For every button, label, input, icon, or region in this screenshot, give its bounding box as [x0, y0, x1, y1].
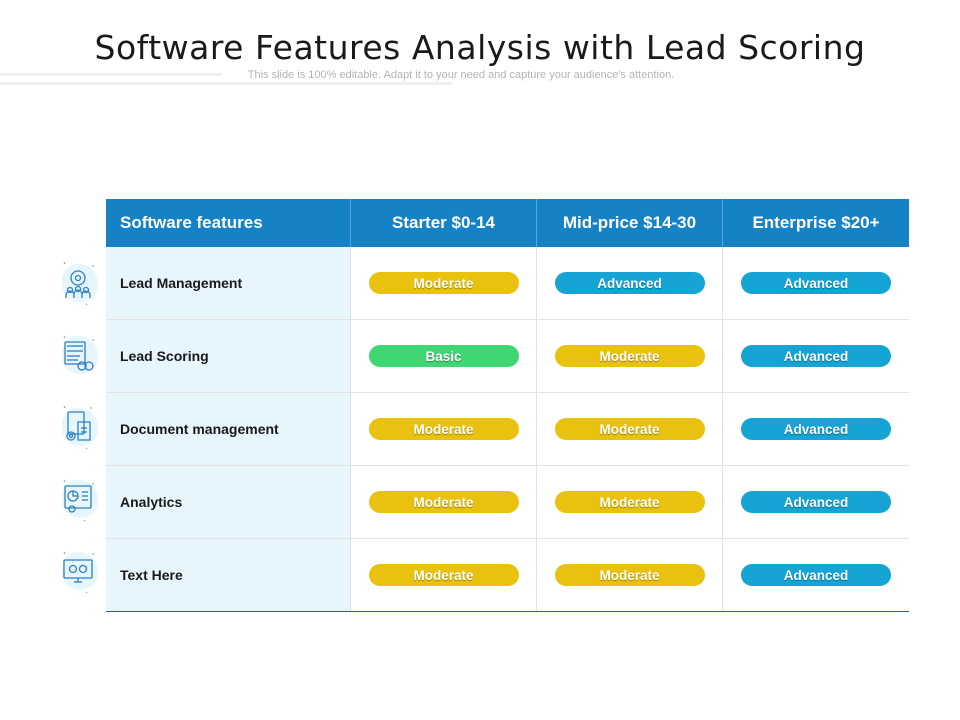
- level-badge: Moderate: [554, 418, 705, 440]
- table-row: Analytics Moderate Moderate Advanced: [106, 466, 909, 539]
- features-table: Software features Starter $0-14 Mid-pric…: [106, 199, 909, 612]
- feature-label: Document management: [106, 393, 351, 465]
- page-title: Software Features Analysis with Lead Sco…: [94, 28, 866, 67]
- level-badge: Moderate: [554, 564, 705, 586]
- level-badge: Advanced: [741, 491, 891, 513]
- score-board-icon: [56, 330, 100, 382]
- feature-label: Lead Scoring: [106, 320, 351, 392]
- header-starter: Starter $0-14: [351, 199, 537, 247]
- feature-label: Analytics: [106, 466, 351, 538]
- decorative-line: [0, 73, 222, 76]
- header-mid-price: Mid-price $14-30: [537, 199, 723, 247]
- level-badge: Basic: [368, 345, 519, 367]
- header-software-features: Software features: [106, 199, 351, 247]
- level-badge: Moderate: [554, 491, 705, 513]
- level-badge: Moderate: [368, 564, 519, 586]
- monitor-gear-icon: [56, 546, 100, 598]
- team-gear-icon: [56, 258, 100, 310]
- level-badge: Moderate: [368, 418, 519, 440]
- level-badge: Moderate: [554, 345, 705, 367]
- table-header-row: Software features Starter $0-14 Mid-pric…: [106, 199, 909, 247]
- table-row: Text Here Moderate Moderate Advanced: [106, 539, 909, 612]
- level-badge: Advanced: [554, 272, 705, 294]
- feature-label: Lead Management: [106, 247, 351, 319]
- table-row: Document management Moderate Moderate Ad…: [106, 393, 909, 466]
- analytics-chart-icon: [56, 474, 100, 526]
- page-subtitle: This slide is 100% editable. Adapt it to…: [247, 69, 675, 81]
- decorative-line: [0, 82, 452, 85]
- table-row: Lead Scoring Basic Moderate Advanced: [106, 320, 909, 393]
- level-badge: Advanced: [741, 564, 891, 586]
- header-enterprise: Enterprise $20+: [752, 213, 880, 232]
- level-badge: Advanced: [741, 272, 891, 294]
- level-badge: Moderate: [368, 272, 519, 294]
- level-badge: Moderate: [368, 491, 519, 513]
- table-row: Lead Management Moderate Advanced Advanc…: [106, 247, 909, 320]
- feature-label: Text Here: [106, 539, 351, 611]
- document-gear-icon: [56, 402, 100, 454]
- level-badge: Advanced: [741, 345, 891, 367]
- level-badge: Advanced: [741, 418, 891, 440]
